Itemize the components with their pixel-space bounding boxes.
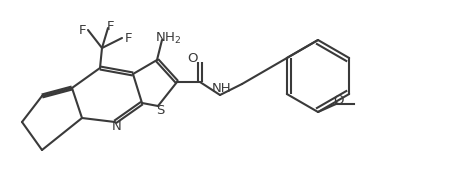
Text: NH: NH (212, 82, 232, 95)
Text: F: F (79, 23, 87, 36)
Text: F: F (106, 20, 114, 33)
Text: O: O (333, 94, 343, 107)
Text: O: O (187, 53, 197, 66)
Text: F: F (125, 31, 133, 44)
Text: S: S (156, 105, 164, 118)
Text: N: N (112, 120, 122, 133)
Text: NH$_2$: NH$_2$ (155, 30, 181, 46)
